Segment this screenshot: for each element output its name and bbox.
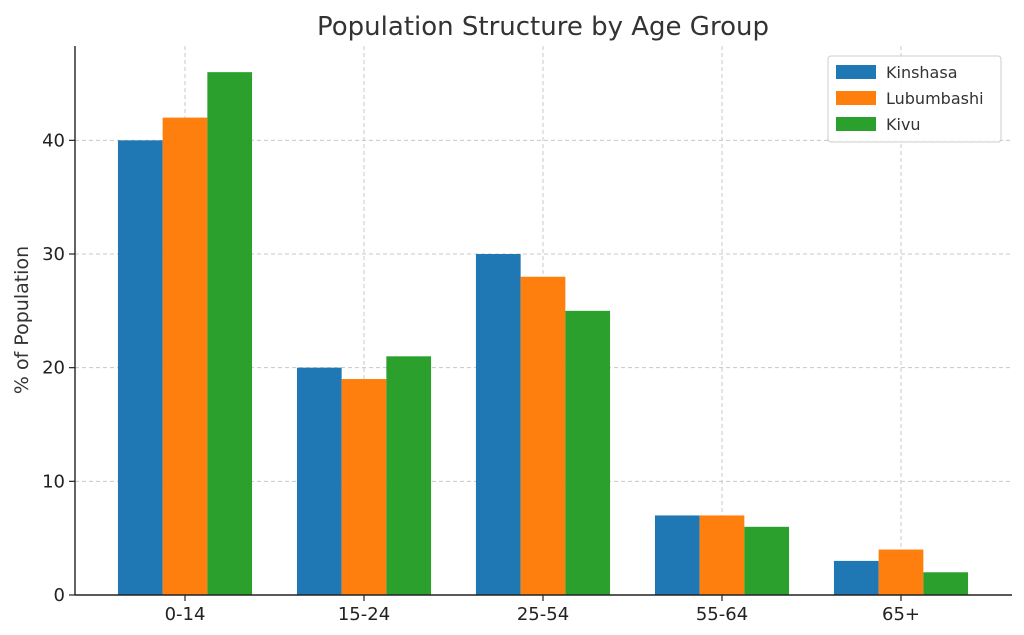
chart-title: Population Structure by Age Group (317, 12, 769, 42)
bar-lubumbashi-0-14 (162, 117, 208, 595)
legend-label-kinshasa: Kinshasa (886, 63, 958, 82)
bar-kinshasa-0-14 (117, 140, 163, 595)
x-tick-label: 65+ (882, 604, 920, 625)
bar-lubumbashi-25-54 (520, 276, 566, 595)
y-tick-label: 0 (54, 585, 65, 606)
legend-label-lubumbashi: Lubumbashi (886, 89, 984, 108)
bar-kivu-55-64 (744, 526, 790, 595)
x-tick-label: 55-64 (696, 604, 748, 625)
bar-kivu-25-54 (565, 310, 611, 595)
axes: 0 10 20 30 40 0-14 15-24 25-54 55-64 65+ (42, 46, 1012, 625)
bar-kivu-0-14 (207, 72, 253, 595)
x-tick-label: 15-24 (338, 604, 390, 625)
legend: Kinshasa Lubumbashi Kivu (827, 55, 1002, 143)
y-tick-label: 30 (42, 244, 65, 265)
bar-lubumbashi-65+ (878, 549, 924, 595)
legend-label-kivu: Kivu (886, 115, 921, 134)
bar-kinshasa-65+ (833, 560, 879, 595)
bar-lubumbashi-15-24 (341, 379, 387, 595)
y-tick-label: 20 (42, 358, 65, 379)
bar-kinshasa-15-24 (296, 367, 342, 595)
y-axis-label: % of Population (11, 246, 33, 394)
bar-kinshasa-25-54 (475, 254, 521, 595)
x-tick-label: 25-54 (517, 604, 569, 625)
bar-kinshasa-55-64 (654, 515, 700, 595)
legend-swatch-lubumbashi (836, 91, 876, 105)
bars (117, 72, 969, 595)
legend-swatch-kivu (836, 117, 876, 131)
legend-swatch-kinshasa (836, 65, 876, 79)
y-tick-label: 10 (42, 471, 65, 492)
y-tick-label: 40 (42, 130, 65, 151)
x-tick-label: 0-14 (165, 604, 206, 625)
bar-kivu-15-24 (386, 356, 432, 595)
bar-lubumbashi-55-64 (699, 515, 745, 595)
bar-kivu-65+ (923, 572, 969, 595)
